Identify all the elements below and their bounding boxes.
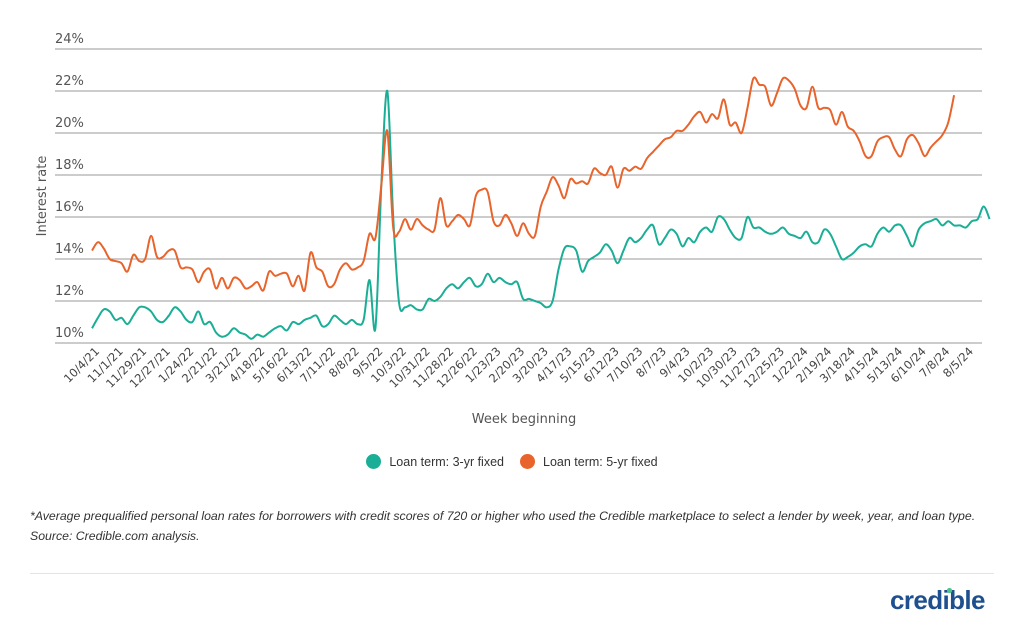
legend-swatch-5yr	[520, 454, 535, 469]
y-axis-label: Interest rate	[35, 156, 50, 237]
y-tick-label: 16%	[55, 200, 84, 215]
y-tick-label: 18%	[55, 158, 84, 173]
y-tick-label: 14%	[55, 242, 84, 257]
x-axis-label: Week beginning	[472, 412, 576, 427]
series-lines	[91, 76, 991, 340]
legend-swatch-3yr	[366, 454, 382, 469]
footnote: *Average prequalified personal loan rate…	[30, 509, 976, 543]
svg-text:credible: credible	[890, 585, 985, 615]
legend-item-3yr: Loan term: 3-yr fixed	[366, 454, 504, 469]
legend: Loan term: 3-yr fixed Loan term: 5-yr fi…	[0, 454, 1024, 469]
y-tick-label: 12%	[55, 284, 84, 299]
credible-logo-mark: credible	[890, 585, 986, 615]
line-chart: 10% 12% 14% 16% 18% 20% 22% 24% Interest rate 1…	[35, 32, 991, 427]
grid-lines	[55, 48, 982, 344]
y-tick-label: 22%	[55, 74, 84, 89]
y-tick-label: 10%	[55, 326, 84, 341]
y-tick-label: 20%	[55, 116, 84, 131]
divider	[30, 573, 994, 574]
x-axis-ticks: 10/4/2111/1/2111/29/2112/27/211/24/222/2…	[61, 344, 976, 390]
legend-item-5yr: Loan term: 5-yr fixed	[520, 454, 658, 469]
series-line-3yr	[91, 89, 991, 340]
legend-label-5yr: Loan term: 5-yr fixed	[543, 454, 658, 469]
y-tick-label: 24%	[55, 32, 84, 47]
credible-logo: credible	[890, 585, 994, 622]
legend-label-3yr: Loan term: 3-yr fixed	[389, 454, 504, 469]
y-axis-ticks: 10% 12% 14% 16% 18% 20% 22% 24%	[55, 32, 84, 341]
series-line-5yr	[91, 76, 956, 293]
